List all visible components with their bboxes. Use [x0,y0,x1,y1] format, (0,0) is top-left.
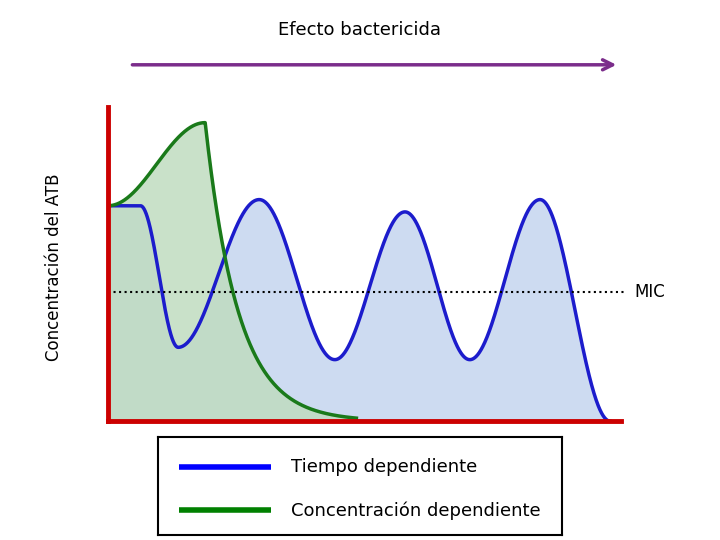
Text: MIC: MIC [634,283,665,301]
Text: Tiempo dependiente: Tiempo dependiente [292,457,477,476]
Text: Concentración dependiente: Concentración dependiente [292,501,541,519]
Text: Tiempo: Tiempo [325,449,399,467]
Text: Concentración del ATB: Concentración del ATB [45,173,63,361]
Text: Efecto bactericida: Efecto bactericida [279,21,441,39]
